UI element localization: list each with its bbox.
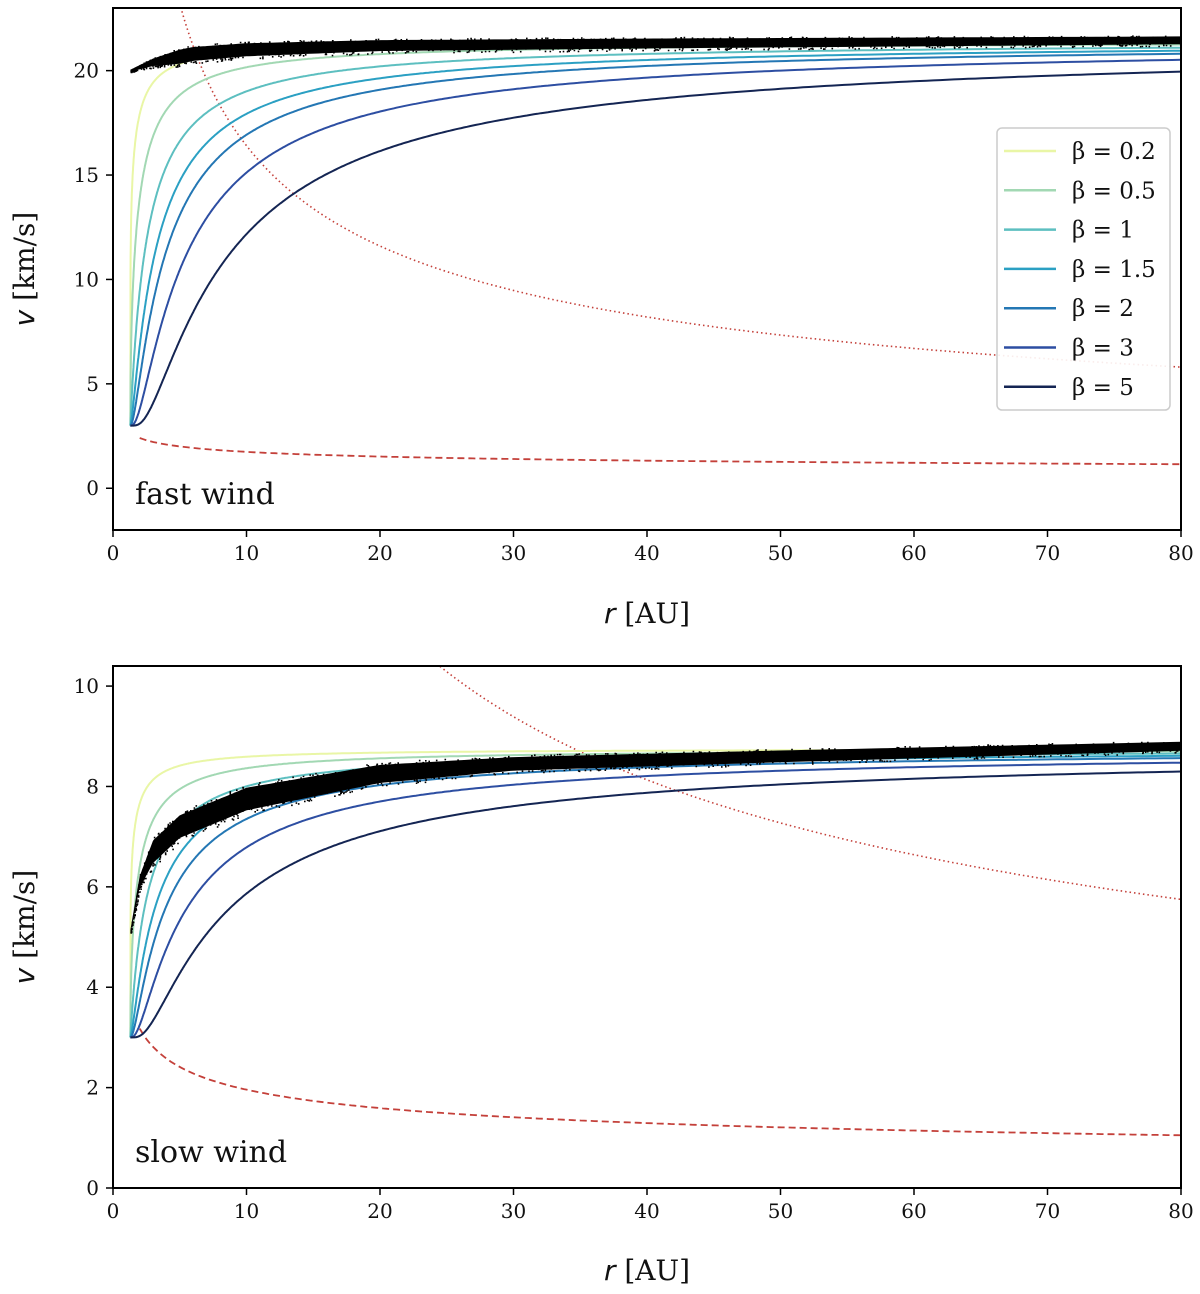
y-tick-label: 5 (86, 372, 99, 396)
series-line-beta-0-2 (129, 748, 1181, 1038)
x-tick-label: 70 (1035, 1199, 1060, 1223)
x-tick-label: 0 (107, 541, 120, 565)
x-axis-label: r [AU] (604, 1254, 690, 1287)
y-tick-label: 15 (74, 163, 99, 187)
legend-label: β = 1 (1072, 218, 1134, 244)
legend-item-beta-0-2: β = 0.2 (1004, 139, 1156, 165)
legend-item-beta-0-5: β = 0.5 (1004, 178, 1156, 204)
x-tick-label: 50 (768, 1199, 793, 1223)
series-line-beta-2 (129, 52, 1181, 427)
x-tick-label: 40 (634, 541, 659, 565)
x-tick-label: 60 (901, 541, 926, 565)
series-line-beta-2 (129, 757, 1181, 1039)
y-tick-label: 8 (86, 774, 99, 798)
legend-label: β = 0.5 (1072, 178, 1156, 204)
series-line-beta-1 (129, 46, 1181, 426)
x-tick-label: 80 (1168, 1199, 1193, 1223)
legend-label: β = 2 (1072, 296, 1134, 322)
legend-label: β = 3 (1072, 336, 1134, 362)
series-line-beta-5 (130, 770, 1181, 1039)
legend-item-beta-5: β = 5 (1004, 375, 1134, 401)
y-tick-label: 20 (74, 59, 99, 83)
legend-item-beta-1-5: β = 1.5 (1004, 257, 1156, 283)
series-line-beta-1-5 (129, 49, 1181, 426)
legend-item-beta-3: β = 3 (1004, 336, 1134, 362)
legend-label: β = 0.2 (1072, 139, 1156, 165)
panel-label-slow-wind: slow wind (135, 1135, 287, 1170)
data-band-scatter (130, 741, 1181, 934)
x-tick-label: 0 (107, 1199, 120, 1223)
y-tick-label: 10 (74, 267, 99, 291)
x-tick-label: 30 (501, 541, 526, 565)
data-points (130, 741, 1181, 934)
x-tick-label: 20 (367, 1199, 392, 1223)
x-tick-label: 10 (234, 1199, 259, 1223)
legend-item-beta-1: β = 1 (1004, 218, 1134, 244)
data-points (130, 35, 1181, 74)
series-line-beta-3 (130, 761, 1181, 1039)
x-tick-label: 40 (634, 1199, 659, 1223)
y-tick-label: 4 (86, 975, 99, 999)
x-tick-label: 80 (1168, 541, 1193, 565)
x-tick-label: 20 (367, 541, 392, 565)
y-tick-label: 10 (74, 674, 99, 698)
x-tick-label: 10 (234, 541, 259, 565)
legend: β = 0.2 β = 0.5 β = 1 β = 1.5 β = 2 β = 3 β = … (996, 127, 1171, 411)
data-band-core (130, 741, 1181, 934)
y-axis-label: v [km/s] (8, 212, 41, 327)
legend-label: β = 1.5 (1072, 257, 1156, 283)
series-line-beta-0-5 (129, 750, 1181, 1038)
dashed-curve (139, 437, 1181, 466)
legend-item-beta-2: β = 2 (1004, 296, 1134, 322)
panel-label-fast-wind: fast wind (135, 477, 275, 512)
x-tick-label: 70 (1035, 541, 1060, 565)
panel-slow-wind: 0 10 20 30 40 50 60 70 80 0 2 4 6 8 10 slow wind r [AU… (8, 665, 1194, 1287)
plot-frame (112, 665, 1182, 1189)
x-tick-label: 50 (768, 541, 793, 565)
dashed-curve (138, 1028, 1181, 1137)
x-tick-label: 60 (901, 1199, 926, 1223)
series-line-beta-3 (130, 58, 1181, 427)
x-axis-label: r [AU] (604, 597, 690, 630)
y-tick-label: 0 (86, 476, 99, 500)
y-tick-label: 0 (86, 1176, 99, 1200)
y-tick-label: 6 (86, 875, 99, 899)
data-band-core (130, 36, 1181, 72)
dotted-curve (438, 666, 1181, 901)
x-tick-label: 30 (501, 1199, 526, 1223)
legend-box (996, 127, 1171, 411)
y-tick-label: 2 (86, 1076, 99, 1100)
legend-label: β = 5 (1072, 375, 1134, 401)
panel-fast-wind: 0 10 20 30 40 50 60 70 80 0 5 10 15 20 fast wind r [A… (8, 7, 1194, 630)
series-line-beta-5 (130, 70, 1181, 427)
y-axis-label: v [km/s] (8, 870, 41, 985)
